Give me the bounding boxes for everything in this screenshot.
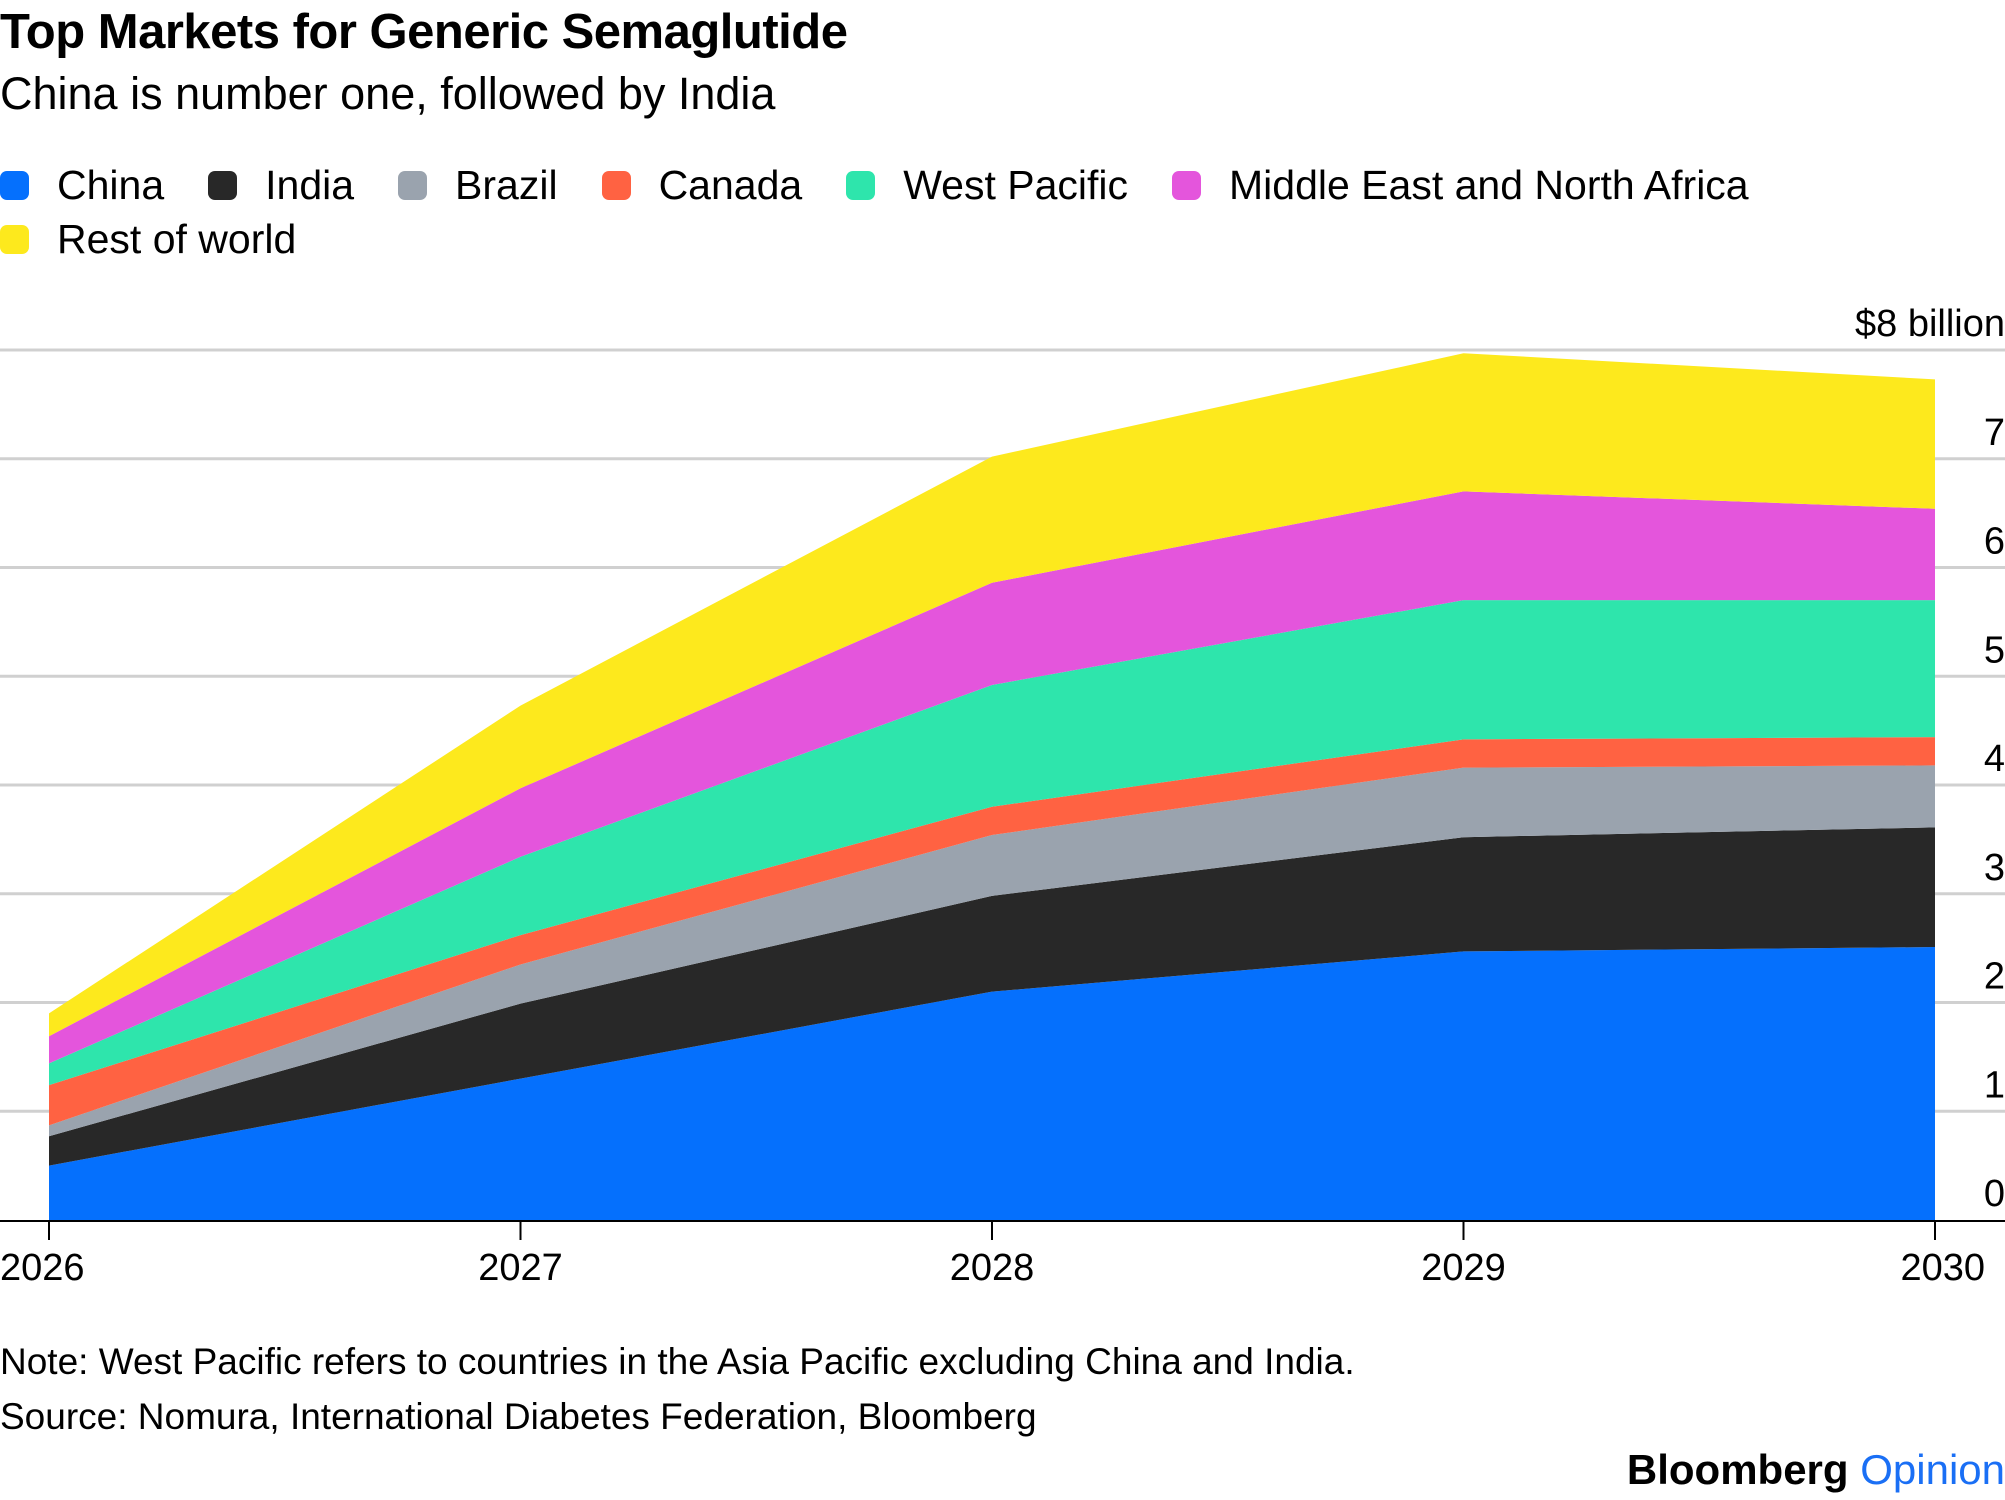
x-tick-label-2028: 2028 bbox=[950, 1247, 1035, 1289]
legend-item-canada: Canada bbox=[601, 161, 803, 209]
source-line: Source: Nomura, International Diabetes F… bbox=[0, 1396, 1037, 1437]
footnote: Note: West Pacific refers to countries i… bbox=[0, 1341, 1355, 1382]
area-china bbox=[49, 947, 1935, 1220]
x-tick-label-2029: 2029 bbox=[1421, 1247, 1506, 1289]
area-west-pacific bbox=[49, 600, 1935, 1086]
legend-row-1: China India Brazil Canada West Pacific M… bbox=[0, 158, 1940, 212]
y-tick-label-5: 5 bbox=[1984, 629, 2005, 671]
x-tick-label-2026: 2026 bbox=[0, 1247, 85, 1289]
brand-bloomberg: Bloomberg bbox=[1626, 1446, 1849, 1493]
y-tick-label-4: 4 bbox=[1984, 738, 2005, 780]
legend-row-2: Rest of world bbox=[0, 212, 1940, 266]
y-tick-label-3: 3 bbox=[1984, 847, 2005, 889]
x-tick-label-2027: 2027 bbox=[478, 1247, 563, 1289]
x-axis-tick-labels: 2026 2027 2028 2029 2030 bbox=[0, 1247, 1985, 1289]
legend-swatch-rest-of-world bbox=[0, 224, 29, 254]
legend-swatch-china bbox=[0, 170, 29, 200]
legend-item-brazil: Brazil bbox=[398, 162, 558, 209]
legend-item-china: China bbox=[0, 162, 164, 209]
chart-title: Top Markets for Generic Semaglutide bbox=[0, 5, 848, 59]
legend-item-mena: Middle East and North Africa bbox=[1172, 162, 1749, 209]
area-brazil bbox=[49, 765, 1935, 1137]
legend-item-rest-of-world: Rest of world bbox=[0, 216, 296, 263]
y-axis-tick-labels: 0 1 2 3 4 5 6 7 $8 billion bbox=[1855, 303, 2005, 1215]
area-india bbox=[49, 827, 1935, 1166]
legend-item-west-pacific: West Pacific bbox=[846, 162, 1128, 209]
y-tick-label-8: $8 billion bbox=[1855, 303, 2005, 345]
y-tick-label-6: 6 bbox=[1984, 521, 2005, 563]
legend-label-west-pacific: West Pacific bbox=[903, 161, 1129, 208]
stacked-area-chart: 0 1 2 3 4 5 6 7 $8 billion 2026 2027 2028 2029 2030 bbox=[0, 303, 2005, 1289]
x-axis bbox=[0, 1220, 2005, 1240]
area-series bbox=[49, 353, 1935, 1220]
area-canada bbox=[49, 737, 1935, 1126]
legend-label-rest-of-world: Rest of world bbox=[57, 215, 297, 262]
legend-item-india: India bbox=[208, 162, 354, 209]
legend: China India Brazil Canada West Pacific M… bbox=[0, 158, 1940, 266]
legend-label-canada: Canada bbox=[658, 161, 803, 208]
legend-swatch-mena bbox=[1172, 170, 1202, 200]
x-tick-label-2030: 2030 bbox=[1900, 1247, 1985, 1289]
legend-label-brazil: Brazil bbox=[455, 161, 558, 208]
y-tick-label-0: 0 bbox=[1984, 1173, 2005, 1215]
area-middle-east-and-north-africa bbox=[49, 491, 1935, 1064]
area-rest-of-world bbox=[49, 353, 1935, 1037]
chart-subtitle: China is number one, followed by India bbox=[0, 68, 776, 119]
y-tick-label-2: 2 bbox=[1984, 956, 2005, 998]
y-tick-label-1: 1 bbox=[1984, 1064, 2005, 1106]
legend-swatch-india bbox=[208, 170, 238, 200]
legend-swatch-canada bbox=[601, 170, 631, 200]
brand-logo: Bloomberg Opinion bbox=[1627, 1446, 2005, 1494]
legend-label-india: India bbox=[265, 161, 355, 208]
legend-swatch-brazil bbox=[398, 170, 428, 200]
legend-label-china: China bbox=[57, 161, 165, 208]
brand-opinion: Opinion bbox=[1860, 1446, 2005, 1493]
y-tick-label-7: 7 bbox=[1984, 412, 2005, 454]
legend-swatch-west-pacific bbox=[846, 170, 876, 200]
legend-label-mena: Middle East and North Africa bbox=[1229, 161, 1749, 208]
